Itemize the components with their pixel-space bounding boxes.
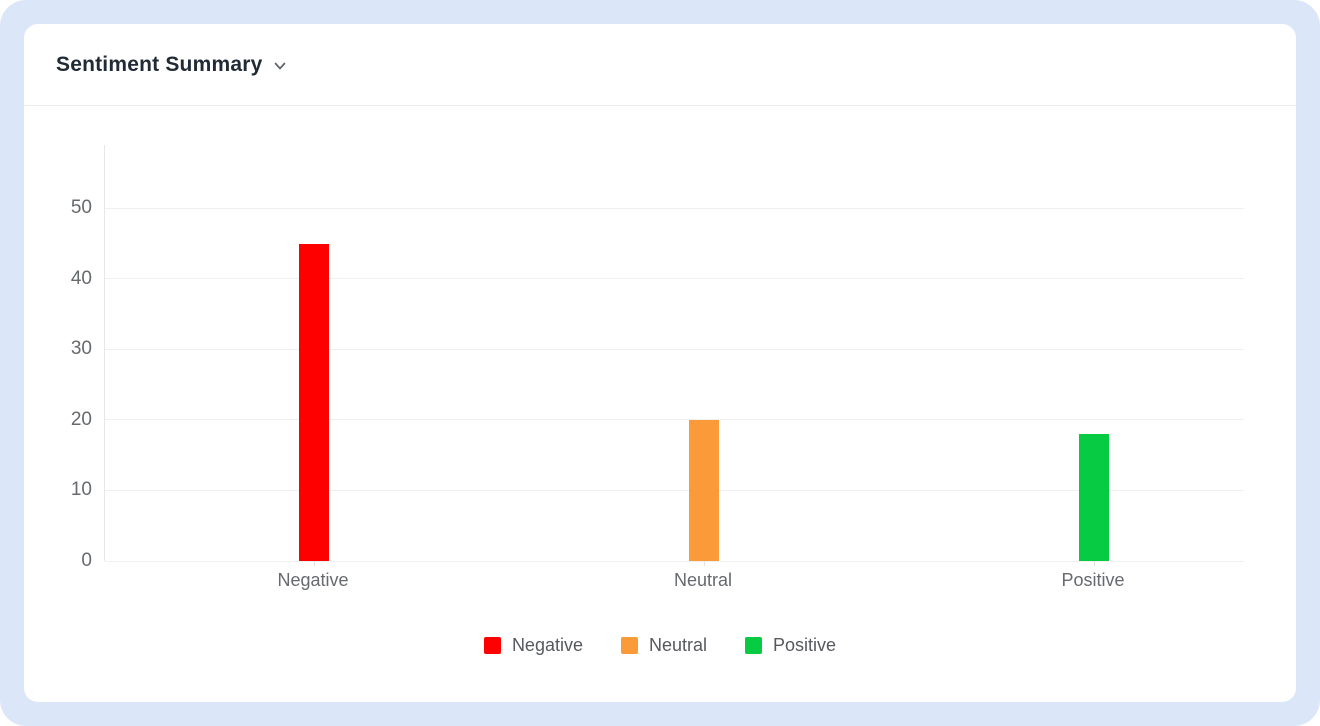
bar-negative[interactable] (299, 243, 329, 561)
x-axis-label-positive: Positive (1061, 570, 1125, 590)
y-tick-label-30: 30 (70, 338, 92, 360)
legend-swatch-positive (745, 636, 763, 654)
bar-neutral[interactable] (689, 419, 719, 561)
y-tick-label-0: 0 (81, 550, 92, 571)
legend-label-positive: Positive (773, 634, 837, 655)
gridline-20 (105, 419, 1244, 421)
gridline-30 (105, 348, 1244, 350)
y-axis-labels: 0 10 20 30 40 50 (24, 106, 92, 701)
gridline-40 (105, 278, 1244, 280)
x-axis-baseline (105, 560, 1244, 562)
chart-section: 0 10 20 30 40 50 Negative Neutral Positive Nega… (24, 106, 1296, 701)
legend-item-positive[interactable]: Positive (745, 635, 836, 656)
x-tick-neutral (703, 561, 705, 566)
legend-swatch-neutral (620, 636, 638, 654)
x-axis-labels: Negative Neutral Positive (104, 569, 1244, 593)
gridline-50 (105, 207, 1244, 209)
bar-positive[interactable] (1079, 434, 1109, 561)
x-tick-positive (1093, 561, 1095, 566)
legend-label-negative: Negative (511, 634, 583, 655)
legend-item-neutral[interactable]: Neutral (620, 634, 708, 656)
gridline-10 (105, 489, 1244, 491)
x-tick-negative (313, 561, 315, 566)
y-tick-label-40: 40 (70, 267, 92, 289)
y-tick-label-20: 20 (70, 408, 92, 430)
chart-legend: Negative Neutral Positive (24, 631, 1296, 659)
legend-item-negative[interactable]: Negative (483, 634, 583, 656)
chart-title: Sentiment Summary (56, 52, 263, 76)
x-axis-label-negative: Negative (277, 570, 349, 590)
chevron-down-icon (275, 62, 286, 70)
y-tick-label-10: 10 (70, 479, 92, 501)
legend-label-neutral: Neutral (648, 634, 708, 655)
legend-swatch-negative (483, 636, 501, 654)
card-header: Sentiment Summary (24, 24, 1296, 106)
sentiment-summary-card: Sentiment Summary 0 10 20 30 40 50 Negative Ne… (24, 24, 1296, 702)
chart-title-dropdown[interactable]: Sentiment Summary (56, 53, 288, 77)
y-tick-label-50: 50 (70, 197, 92, 219)
x-axis-label-neutral: Neutral (673, 570, 733, 590)
plot-area (104, 145, 1244, 566)
